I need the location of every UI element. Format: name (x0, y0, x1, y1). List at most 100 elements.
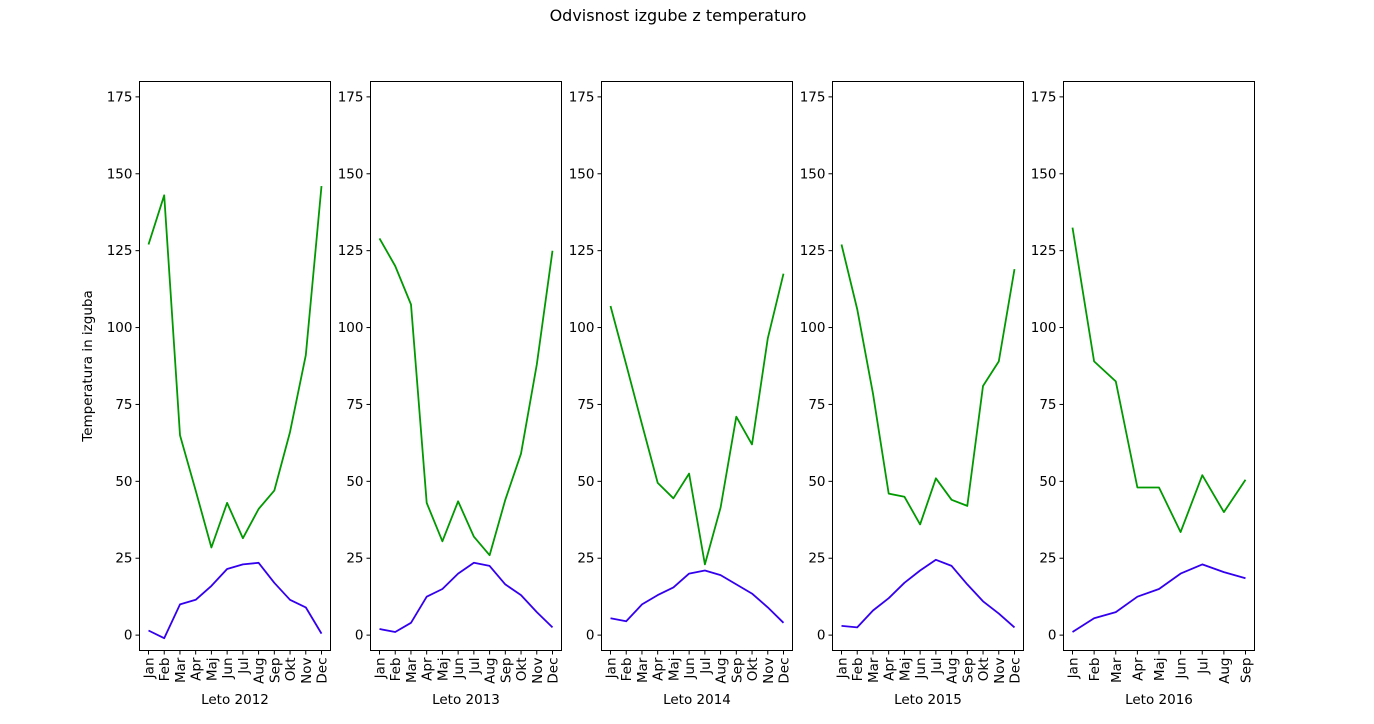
x-tick-label: Dec (315, 658, 331, 684)
y-tick-label: 125 (569, 243, 595, 259)
series-line-loss (840, 244, 1016, 526)
x-tick-label: Jan (1066, 658, 1082, 680)
x-tick-label: Sep (729, 658, 745, 683)
x-tick-label: Nov (992, 658, 1008, 684)
series-line-temperature (148, 561, 323, 640)
y-tick-label: 50 (808, 474, 825, 490)
y-tick-label: 0 (355, 628, 364, 644)
x-tick-label: Maj (1152, 658, 1168, 682)
x-tick-label: Jan (835, 658, 851, 680)
x-tick-label: Feb (850, 658, 866, 682)
y-tick-label: 50 (346, 474, 363, 490)
x-tick-label: Mar (404, 657, 420, 683)
subplot-4: 0 25 50 75 100 125 150 175 Jan Feb Mar Apr Maj Jun Jul… (800, 81, 1024, 708)
x-tick-label: Mar (866, 657, 882, 683)
y-tick-label: 0 (817, 628, 826, 644)
x-tick-label: Nov (761, 658, 777, 684)
y-tick-label: 150 (569, 166, 595, 182)
y-tick-label: 150 (107, 166, 133, 182)
axes-frame (139, 81, 331, 651)
y-tick-label: 100 (800, 320, 826, 336)
x-tick-label: Maj (204, 658, 220, 682)
x-tick-label: Jun (682, 658, 698, 680)
y-tick-label: 75 (808, 397, 825, 413)
x-tick-label: Maj (666, 658, 682, 682)
axes-frame (1063, 81, 1255, 651)
x-tick-label: Maj (435, 658, 451, 682)
x-tick-label: Aug (714, 658, 730, 684)
y-tick-label: 0 (124, 628, 133, 644)
y-tick-label: 25 (115, 551, 132, 567)
x-tick-label: Sep (267, 658, 283, 683)
y-tick-label: 175 (1031, 89, 1057, 105)
series-line-loss (378, 237, 554, 557)
y-tick-label: 100 (338, 320, 364, 336)
x-tick-label: Apr (189, 657, 205, 681)
y-tick-label: 100 (1031, 320, 1057, 336)
y-tick-label: 0 (1048, 628, 1057, 644)
subplot-5: 0 25 50 75 100 125 150 175 Jan Feb Mar Apr Maj Jun Jul… (1031, 81, 1255, 708)
y-tick-label: 25 (1039, 551, 1056, 567)
y-axis-label: Temperatura in izguba (80, 290, 96, 442)
x-tick-label: Apr (882, 657, 898, 681)
x-tick-label: Maj (897, 658, 913, 682)
y-tick-label: 150 (1031, 166, 1057, 182)
x-tick-label: Dec (1008, 658, 1024, 684)
x-tick-label: Dec (546, 658, 562, 684)
x-tick-label: Jul (1195, 658, 1211, 675)
series-line-loss (1071, 227, 1247, 533)
x-tick-label: Nov (299, 658, 315, 684)
y-tick-label: 150 (338, 166, 364, 182)
x-tick-label: Nov (530, 658, 546, 684)
x-axis-label: Leto 2014 (663, 692, 731, 708)
x-tick-label: Sep (1239, 658, 1255, 683)
y-tick-label: 175 (569, 89, 595, 105)
series-line-temperature (610, 569, 785, 624)
x-tick-label: Jun (913, 658, 929, 680)
y-tick-label: 50 (577, 474, 594, 490)
x-tick-label: Mar (1109, 657, 1125, 683)
x-tick-label: Sep (498, 658, 514, 683)
y-tick-label: 125 (338, 243, 364, 259)
x-tick-label: Aug (252, 658, 268, 684)
x-tick-label: Dec (777, 658, 793, 684)
y-tick-label: 175 (107, 89, 133, 105)
x-tick-label: Apr (420, 657, 436, 681)
x-axis-label: Leto 2015 (894, 692, 962, 708)
x-tick-label: Aug (1217, 658, 1233, 684)
x-tick-label: Jan (604, 658, 620, 680)
x-tick-label: Jul (929, 658, 945, 675)
series-line-loss (609, 273, 785, 566)
y-tick-label: 25 (808, 551, 825, 567)
axes-frame (370, 81, 562, 651)
y-tick-label: 25 (346, 551, 363, 567)
x-tick-label: Jun (451, 658, 467, 680)
y-tick-label: 100 (569, 320, 595, 336)
y-tick-label: 0 (586, 628, 595, 644)
x-tick-label: Jun (220, 658, 236, 680)
x-tick-label: Sep (960, 658, 976, 683)
series-line-temperature (379, 561, 554, 633)
y-tick-label: 75 (577, 397, 594, 413)
x-tick-label: Feb (619, 658, 635, 682)
y-tick-label: 175 (800, 89, 826, 105)
subplot-3: 0 25 50 75 100 125 150 175 Jan Feb Mar Apr Maj Jun Jul… (569, 81, 793, 708)
subplot-1: 0 25 50 75 100 125 150 175 Jan Feb Mar Apr Maj Jun Jul… (107, 81, 331, 708)
x-tick-label: Feb (1087, 658, 1103, 682)
x-tick-label: Jul (467, 658, 483, 675)
y-tick-label: 100 (107, 320, 133, 336)
series-line-temperature (1072, 563, 1246, 633)
series-line-temperature (841, 558, 1016, 629)
y-tick-label: 125 (1031, 243, 1057, 259)
x-tick-label: Jul (698, 658, 714, 675)
x-tick-label: Jul (236, 658, 252, 675)
y-tick-label: 150 (800, 166, 826, 182)
x-tick-label: Apr (1130, 657, 1146, 681)
axes-frame (601, 81, 793, 651)
x-tick-label: Okt (283, 658, 299, 682)
x-tick-label: Okt (514, 658, 530, 682)
y-tick-label: 125 (107, 243, 133, 259)
x-axis-label: Leto 2012 (201, 692, 269, 708)
y-tick-label: 75 (346, 397, 363, 413)
